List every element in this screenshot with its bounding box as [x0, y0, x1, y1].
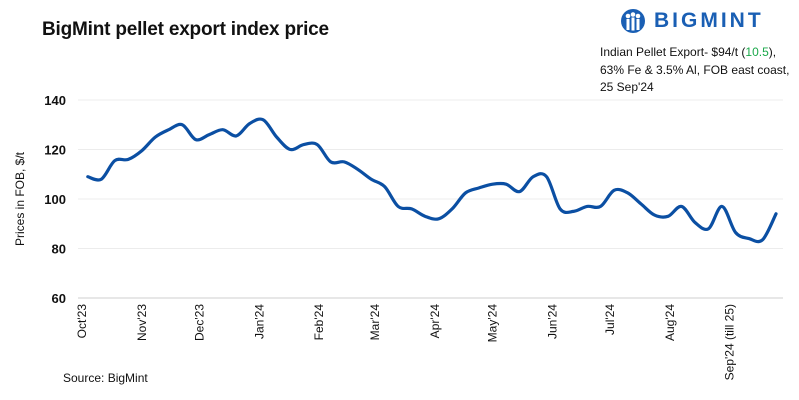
logo-text: BIGMINT — [654, 9, 764, 32]
note-change: 10.5 — [745, 45, 769, 59]
bigmint-logo: BIGMINT — [620, 8, 764, 34]
x-tick-label: Jun'24 — [545, 304, 559, 339]
x-tick-label: Feb'24 — [312, 304, 326, 341]
x-tick-label: Apr'24 — [428, 304, 442, 339]
chart-title: BigMint pellet export index price — [42, 19, 329, 40]
x-tick-label: Dec'23 — [193, 304, 207, 341]
note-line3: 25 Sep'24 — [600, 80, 654, 94]
price-note: Indian Pellet Export- $94/t (10.5), 63% … — [600, 44, 799, 97]
y-tick-label: 140 — [44, 93, 66, 108]
y-tick-label: 80 — [52, 242, 66, 257]
x-tick-label: Oct'23 — [75, 304, 89, 339]
x-tick-label: Nov'23 — [135, 304, 149, 341]
bigmint-logo-icon — [621, 9, 645, 33]
note-suffix: ), — [768, 45, 777, 59]
x-tick-label: Jul'24 — [603, 304, 617, 335]
x-tick-label: Sep'24 (till 25) — [723, 304, 737, 380]
source-note: Source: BigMint — [63, 371, 148, 385]
note-prefix: Indian Pellet Export- $94/t ( — [600, 45, 746, 59]
x-tick-label: Jan'24 — [252, 304, 266, 339]
y-tick-label: 60 — [52, 291, 66, 306]
y-tick-label: 120 — [44, 143, 66, 158]
note-line2: 63% Fe & 3.5% Al, FOB east coast, — [600, 62, 790, 77]
y-axis-label: Prices in FOB, $/t — [13, 151, 27, 246]
x-tick-label: Mar'24 — [368, 304, 382, 341]
x-tick-label: Aug'24 — [663, 304, 677, 341]
y-tick-label: 100 — [44, 192, 66, 207]
price-series-line — [86, 117, 778, 244]
x-tick-label: May'24 — [486, 304, 500, 343]
